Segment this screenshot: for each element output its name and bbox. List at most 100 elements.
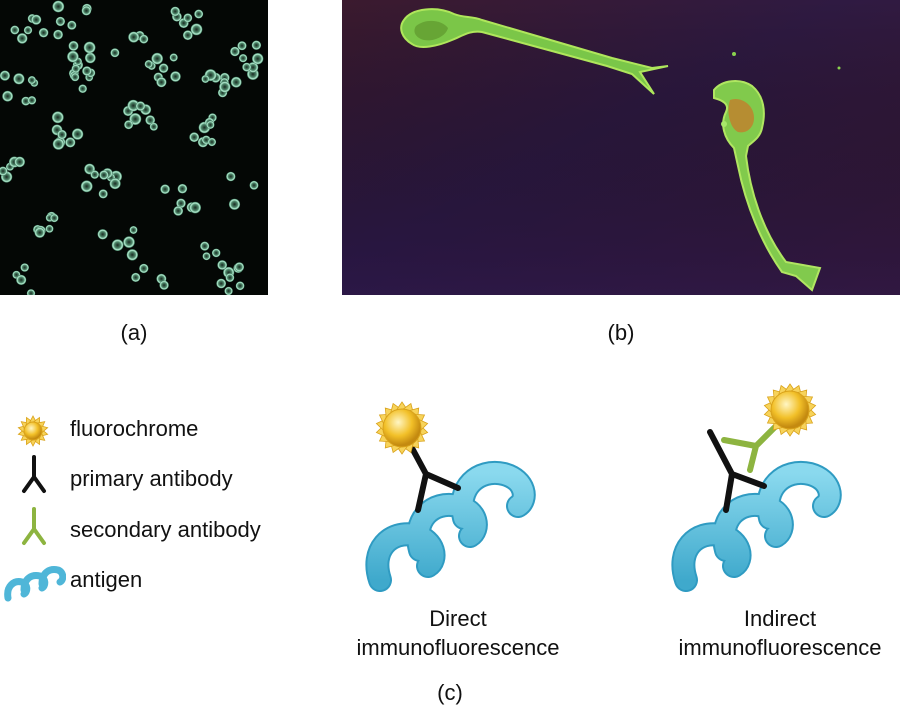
cell: [226, 171, 236, 182]
cell: [177, 183, 188, 194]
cell: [151, 52, 163, 65]
cell: [124, 120, 134, 130]
cell: [71, 128, 84, 140]
cell: [26, 289, 36, 295]
cell: [194, 9, 204, 19]
cell: [10, 25, 20, 35]
cell: [20, 263, 30, 272]
cell: [68, 40, 79, 51]
cell: [237, 41, 247, 51]
cell: [211, 248, 221, 258]
indirect-caption-line1: Indirect: [743, 606, 817, 631]
cell: [217, 260, 228, 270]
cell: [170, 71, 181, 82]
secondary-antibody: [721, 423, 779, 473]
cell: [207, 137, 217, 147]
cell: [16, 33, 28, 44]
cell: [127, 99, 140, 112]
cell: [201, 75, 210, 83]
secondary-antibody-icon: [22, 507, 46, 545]
cell: [182, 30, 193, 41]
direct-caption-line2: immunofluorescence: [356, 635, 560, 660]
cell: [34, 227, 46, 238]
cell: [52, 138, 65, 150]
cell: [200, 241, 210, 251]
cell: [78, 84, 87, 93]
cell: [31, 14, 42, 25]
cell: [27, 96, 37, 105]
cell: [149, 122, 158, 131]
legend: fluorochrome primary antibody secondary …: [0, 405, 300, 605]
cell: [71, 64, 81, 73]
micrograph-b: [342, 0, 900, 295]
primary-antibody-icon: [22, 455, 46, 493]
cell: [156, 77, 167, 88]
cell: [109, 178, 121, 190]
indirect-diagram: [671, 383, 842, 592]
indirect-caption: Indirect immunofluorescence: [662, 604, 898, 662]
cell: [189, 201, 201, 214]
cell: [50, 213, 59, 223]
cell: [170, 6, 180, 17]
cell: [189, 132, 200, 143]
cell: [173, 206, 184, 216]
cell: [38, 27, 49, 38]
cell: [216, 278, 227, 289]
cell: [27, 76, 36, 85]
cell: [160, 184, 170, 194]
cell: [242, 62, 252, 72]
cell: [251, 40, 262, 50]
cell: [16, 274, 27, 285]
cell: [249, 180, 259, 190]
cell: [0, 166, 8, 176]
cell: [97, 229, 108, 240]
legend-label-fluorochrome: fluorochrome: [70, 416, 199, 441]
cell: [98, 189, 108, 199]
cell: [81, 5, 92, 16]
cell: [230, 46, 240, 57]
cell: [225, 273, 235, 282]
cell-cluster: [0, 0, 264, 295]
primary-antibody: [707, 429, 767, 513]
cell: [83, 41, 96, 54]
worm-1: [400, 8, 669, 95]
cell: [82, 66, 92, 76]
cell: [2, 90, 13, 102]
direct-caption: Direct immunofluorescence: [340, 604, 576, 662]
cell: [139, 34, 149, 44]
worm-2: [713, 80, 822, 292]
cell: [234, 262, 245, 272]
cell: [123, 236, 135, 248]
cell: [128, 31, 140, 43]
cell: [131, 272, 141, 282]
antigen-coil: [365, 460, 536, 592]
fluorochrome: [375, 401, 429, 455]
legend-label-secondary-antibody: secondary antibody: [70, 517, 261, 542]
cell: [126, 249, 138, 261]
cell: [57, 129, 67, 140]
cell: [110, 48, 120, 58]
cell: [206, 120, 215, 129]
cell: [80, 180, 93, 193]
cell: [135, 101, 146, 111]
micrograph-b-image: [342, 0, 900, 295]
panel-label-c: (c): [437, 680, 463, 705]
cell: [190, 23, 203, 36]
cell: [13, 73, 25, 85]
cell: [129, 226, 138, 234]
panel-label-a: (a): [120, 320, 148, 345]
cell: [202, 252, 211, 261]
cell: [14, 156, 25, 168]
cell: [219, 81, 231, 93]
cell: [158, 63, 169, 73]
cell: [144, 60, 153, 69]
legend-label-antigen: antigen: [70, 567, 143, 592]
cell: [0, 70, 10, 81]
panel-label-b: (b): [607, 320, 635, 345]
fluorochrome: [763, 383, 817, 437]
cell: [55, 16, 66, 27]
cell: [228, 198, 241, 210]
cell: [70, 72, 80, 82]
fluorochrome-icon: [17, 415, 49, 447]
cell: [145, 115, 156, 125]
